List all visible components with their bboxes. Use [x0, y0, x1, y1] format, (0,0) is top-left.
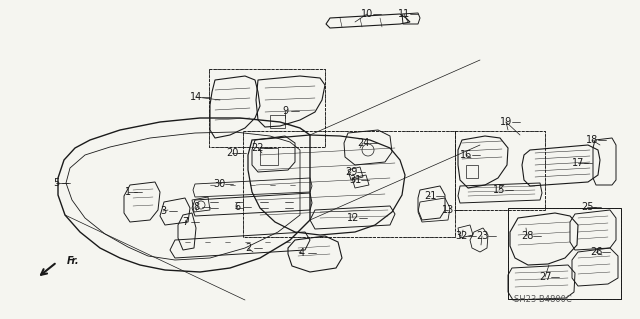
Text: 12: 12 — [347, 213, 359, 223]
Bar — [243, 131, 455, 237]
Text: 22: 22 — [252, 143, 264, 153]
Text: 31: 31 — [349, 175, 361, 185]
Bar — [455, 131, 545, 210]
Text: 19: 19 — [500, 117, 512, 127]
Text: 21: 21 — [424, 191, 436, 201]
Bar — [243, 131, 455, 237]
Text: 3: 3 — [160, 206, 166, 216]
Text: 4: 4 — [299, 248, 305, 258]
Text: 9: 9 — [282, 106, 288, 116]
Text: 13: 13 — [442, 205, 454, 215]
Text: 1: 1 — [125, 187, 131, 197]
Bar — [209, 69, 325, 147]
Text: 17: 17 — [572, 158, 584, 168]
Text: 7: 7 — [182, 217, 188, 227]
Text: SH23 B4800C: SH23 B4800C — [514, 294, 572, 303]
Text: 30: 30 — [213, 179, 225, 189]
Bar — [508, 208, 621, 299]
Text: 24: 24 — [357, 138, 369, 148]
Text: 2: 2 — [245, 243, 251, 253]
Text: 5: 5 — [53, 178, 59, 188]
Text: 15: 15 — [493, 185, 505, 195]
Text: 11: 11 — [398, 9, 410, 19]
Bar — [455, 131, 545, 210]
Bar — [209, 69, 325, 147]
Text: 27: 27 — [539, 272, 551, 282]
Text: 6: 6 — [234, 202, 240, 212]
Text: 14: 14 — [190, 92, 202, 102]
Text: 25: 25 — [580, 202, 593, 212]
Text: 18: 18 — [586, 135, 598, 145]
Text: 29: 29 — [345, 167, 357, 177]
Text: 10: 10 — [361, 9, 373, 19]
Text: 23: 23 — [476, 231, 488, 241]
Text: 16: 16 — [460, 150, 472, 160]
Text: 26: 26 — [590, 247, 602, 257]
Text: 32: 32 — [456, 231, 468, 241]
Text: 28: 28 — [521, 231, 533, 241]
Bar — [508, 208, 621, 299]
Text: Fr.: Fr. — [67, 256, 79, 266]
Text: 20: 20 — [226, 148, 238, 158]
Text: 8: 8 — [193, 202, 199, 212]
